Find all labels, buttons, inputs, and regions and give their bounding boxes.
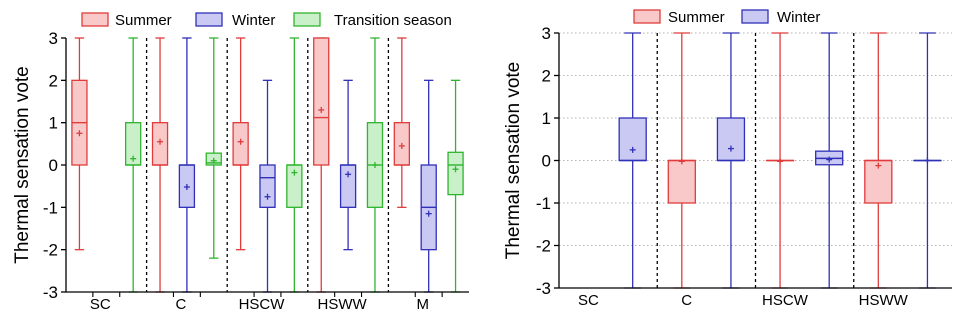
box-iqr (313, 37, 330, 166)
x-category-label: HSWW (318, 296, 368, 313)
y-tick-label: 0 (542, 152, 551, 171)
legend-label: Transition season (334, 12, 452, 29)
legend-swatch (293, 12, 321, 27)
legend-label: Winter (777, 9, 820, 26)
box-c-winter (716, 32, 746, 289)
box-c-winter (178, 37, 196, 293)
box-hscw-winter (259, 79, 276, 293)
box-m-summer (393, 37, 411, 208)
y-tick-label: 3 (542, 24, 551, 43)
legend-label: Summer (668, 9, 725, 26)
x-category-label: SC (578, 292, 599, 309)
y-tick-label: -2 (43, 241, 58, 260)
y-tick-label: -1 (536, 194, 551, 213)
y-tick-label: 0 (49, 156, 58, 175)
box-c-summer (667, 32, 696, 289)
box-hscw-winter (815, 32, 844, 289)
x-category-label: SC (90, 296, 111, 313)
box-hsww-winter (913, 32, 942, 289)
x-category-label: C (175, 296, 186, 313)
y-tick-label: 1 (49, 114, 58, 133)
box-hscw-summer (232, 37, 249, 251)
legend-item-transition-season: Transition season (293, 12, 452, 29)
y-tick-label: -1 (43, 198, 58, 217)
box-hscw-transition-season (286, 37, 303, 293)
y-tick-label: 1 (542, 109, 551, 128)
legend-label: Summer (115, 12, 172, 29)
y-tick-label: -3 (43, 283, 58, 302)
box-hsww-summer (864, 32, 893, 289)
x-category-label: HSCW (239, 296, 286, 313)
y-tick-label: -3 (536, 279, 551, 298)
legend-swatch (81, 12, 109, 27)
y-tick-label: 2 (542, 67, 551, 86)
box-c-transition-season (205, 37, 222, 259)
y-axis-label: Thermal sensation vote (12, 66, 33, 264)
box-hsww-summer (313, 37, 330, 293)
x-category-label: C (681, 292, 692, 309)
box-iqr (667, 159, 696, 204)
box-iqr (447, 151, 464, 196)
legend-label: Winter (232, 12, 275, 29)
box-sc-transition-season (124, 37, 142, 293)
box-hscw-summer (765, 32, 795, 289)
box-m-winter (420, 79, 437, 293)
chart-left: 3 2 1 0 -1 -2 -3 SC C HSCW HSWW M Thermal sensation … (12, 12, 469, 313)
box-sc-summer (71, 37, 88, 251)
box-hsww-winter (339, 79, 357, 251)
box-iqr (716, 117, 746, 162)
legend-item-summer: Summer (81, 12, 172, 29)
legend-swatch (633, 9, 661, 24)
y-tick-label: -2 (536, 237, 551, 256)
chart-right: 3 2 1 0 -1 -2 -3 SC C HSCW HSWW Thermal sensation v… (503, 9, 952, 309)
x-category-label: HSCW (762, 292, 809, 309)
box-sc-winter (618, 32, 647, 289)
box-c-summer (151, 37, 169, 293)
legend-swatch (741, 9, 769, 24)
legend-item-summer: Summer (633, 9, 725, 26)
legend-item-winter: Winter (741, 9, 820, 26)
legend-swatch (195, 12, 223, 27)
legend-item-winter: Winter (195, 12, 275, 29)
x-category-label: M (416, 296, 429, 313)
box-m-transition-season (447, 79, 464, 293)
box-iqr (259, 164, 276, 208)
y-tick-label: 3 (49, 29, 58, 48)
box-iqr (618, 117, 647, 162)
y-axis-label: Thermal sensation vote (503, 62, 524, 260)
y-tick-label: 2 (49, 71, 58, 90)
x-category-label: HSWW (859, 292, 909, 309)
box-hsww-transition-season (366, 37, 384, 293)
